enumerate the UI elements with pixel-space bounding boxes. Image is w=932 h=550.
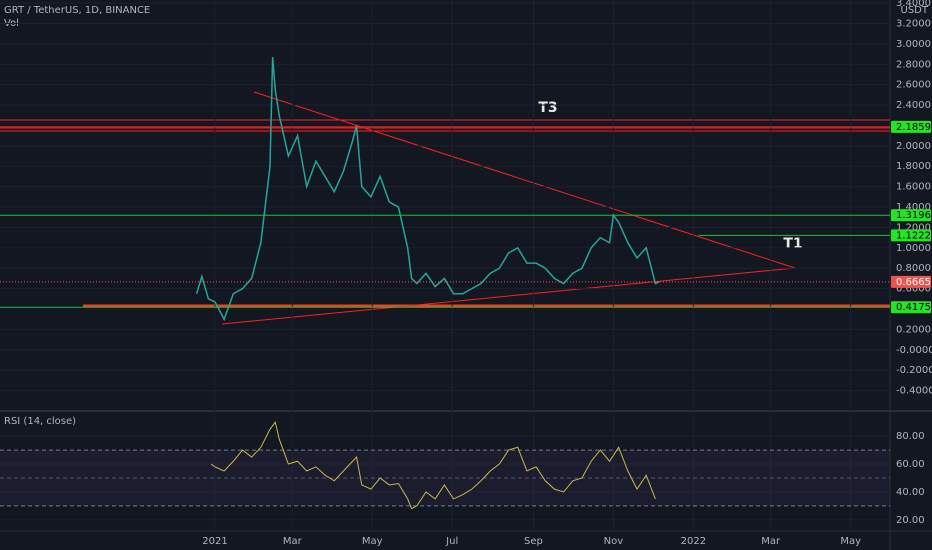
- y-tick-label: 0.6000: [896, 284, 931, 295]
- x-tick-label: May: [840, 536, 861, 547]
- price-badge: [891, 275, 931, 288]
- price-badge: [891, 120, 931, 133]
- price-badge: [891, 209, 931, 222]
- unit-label: USDT: [901, 5, 929, 16]
- y-tick-label: 2.6000: [896, 80, 931, 91]
- price-badge-label: 1.1222: [896, 230, 931, 241]
- y-tick-label: -0.4000: [896, 386, 932, 397]
- price-badge-label: 1.3196: [896, 210, 931, 221]
- x-tick-label: Mar: [283, 536, 303, 547]
- price-line: [195, 57, 660, 322]
- trend-line: [221, 267, 796, 325]
- y-tick-label: 60.00: [896, 459, 925, 470]
- y-tick-label: 20.00: [896, 515, 925, 526]
- price-badge: [891, 229, 931, 242]
- y-tick-label: 1.0000: [896, 243, 931, 254]
- trend-line: [253, 91, 796, 269]
- x-tick-label: 2022: [681, 536, 706, 547]
- y-tick-label: -0.0000: [896, 345, 932, 356]
- y-tick-label: 80.00: [896, 431, 925, 442]
- y-tick-label: -0.2000: [896, 365, 932, 376]
- y-tick-label: 1.8000: [896, 161, 931, 172]
- x-tick-label: Mar: [761, 536, 781, 547]
- y-tick-label: 3.0000: [896, 39, 931, 50]
- annotation: T1: [783, 236, 802, 252]
- x-tick-label: May: [362, 536, 383, 547]
- symbol-title: GRT / TetherUS, 1D, BINANCE: [4, 5, 150, 16]
- x-tick-label: Jul: [445, 536, 458, 547]
- y-tick-label: 3.4000: [896, 0, 931, 9]
- y-tick-label: 3.2000: [896, 18, 931, 29]
- y-tick-label: 0.8000: [896, 263, 931, 274]
- y-tick-label: 2.8000: [896, 59, 931, 70]
- y-tick-label: 1.4000: [896, 202, 931, 213]
- y-tick-label: 0.2000: [896, 324, 931, 335]
- rsi-title: RSI (14, close): [4, 416, 76, 427]
- y-tick-label: 1.6000: [896, 182, 931, 193]
- rsi-line: [210, 421, 656, 510]
- y-tick-label: 2.0000: [896, 141, 931, 152]
- y-tick-label: 40.00: [896, 487, 925, 498]
- annotation: T3: [538, 100, 557, 116]
- price-badge: [891, 301, 931, 314]
- price-badge-label: 0.6665: [896, 277, 931, 288]
- price-badge-label: 2.1859: [896, 122, 931, 133]
- x-tick-label: Nov: [604, 536, 624, 547]
- x-tick-label: Sep: [524, 536, 543, 547]
- y-tick-label: 2.4000: [896, 100, 931, 111]
- x-tick-label: 2021: [202, 536, 227, 547]
- y-tick-label: 1.2000: [896, 222, 931, 233]
- price-badge-label: 0.4175: [896, 302, 931, 313]
